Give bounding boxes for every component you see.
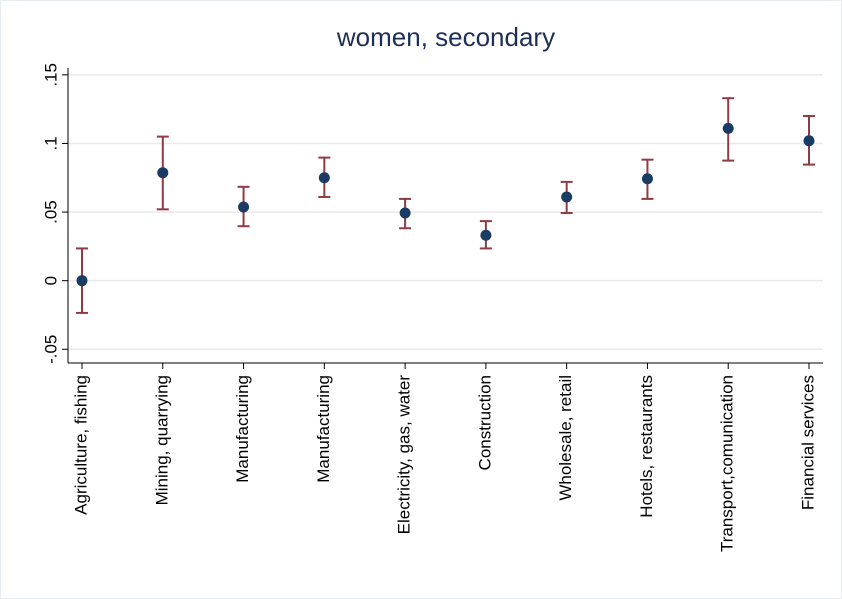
point (238, 201, 250, 213)
point (480, 229, 492, 241)
point (803, 135, 815, 147)
point (76, 275, 88, 287)
chart-title: women, secondary (336, 22, 555, 52)
x-tick-label: Manufacturing (314, 375, 333, 483)
x-tick-label: Electricity, gas, water (395, 375, 414, 535)
point (561, 191, 573, 203)
x-tick-label: Transport,comunication (718, 375, 737, 552)
point (318, 172, 330, 184)
y-tick-label: 0 (41, 276, 60, 285)
x-tick-label: Agriculture, fishing (71, 375, 90, 515)
x-tick-label: Financial services (798, 375, 817, 510)
x-tick-label: Wholesale, retail (556, 375, 575, 501)
y-tick-label: .05 (41, 200, 60, 224)
x-tick-label: Manufacturing (233, 375, 252, 483)
y-tick-label: .1 (41, 136, 60, 150)
x-tick-label: Mining, quarrying (152, 375, 171, 505)
point (722, 122, 734, 134)
y-tick-label: .15 (41, 63, 60, 87)
x-tick-label: Construction (475, 375, 494, 470)
point (399, 207, 411, 219)
point (157, 167, 169, 179)
y-tick-label: -.05 (41, 335, 60, 364)
point (641, 173, 653, 185)
x-tick-label: Hotels, restaurants (637, 375, 656, 518)
